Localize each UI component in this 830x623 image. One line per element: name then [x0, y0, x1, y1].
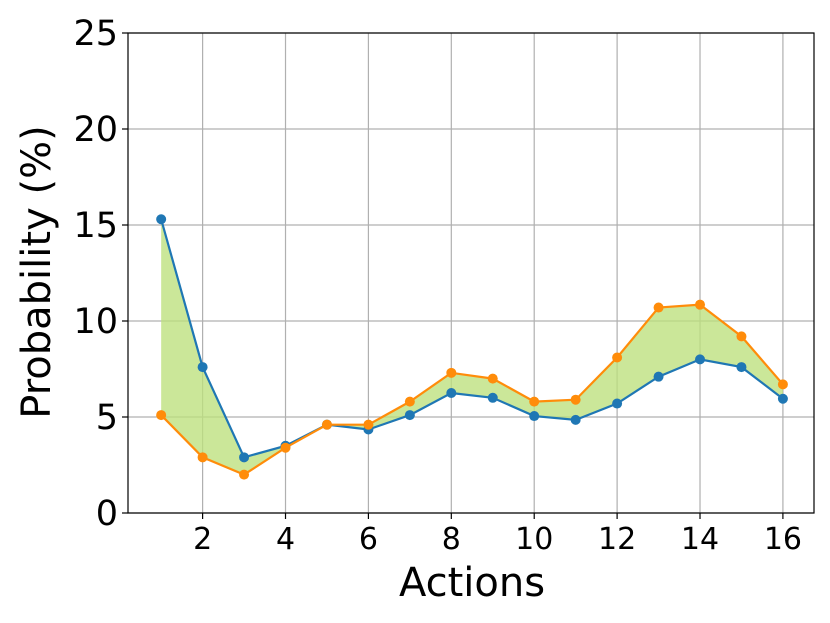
x-axis-label: Actions	[399, 560, 545, 606]
x-tick-label: 10	[515, 522, 553, 557]
series-0-point	[197, 362, 208, 373]
series-0-point	[529, 411, 540, 422]
series-lines	[156, 214, 788, 480]
fill-between-area	[161, 219, 783, 475]
series-1-point	[363, 419, 374, 430]
series-0-point	[570, 414, 581, 425]
series-0-point	[653, 371, 664, 382]
series-1-point	[446, 367, 457, 378]
series-0-point	[777, 393, 788, 404]
series-1-point	[487, 373, 498, 384]
axis-ticks: 2 4 6 8 10 12 14 16 0 5 10 15 20 25	[73, 14, 802, 557]
series-0-point	[239, 452, 250, 463]
series-1-point	[404, 396, 415, 407]
plot-border	[127, 32, 815, 514]
series-1-point	[239, 469, 250, 480]
series-1-point	[653, 302, 664, 313]
series-1-line	[160, 303, 784, 476]
x-tick-label: 16	[764, 522, 802, 557]
plot-frame	[127, 32, 815, 514]
series-1-point	[197, 452, 208, 463]
series-1-point	[280, 442, 291, 453]
x-tick-label: 12	[598, 522, 636, 557]
x-tick-label: 2	[193, 522, 212, 557]
series-0-point	[612, 398, 623, 409]
series-1-point	[777, 379, 788, 390]
fill-between-region	[161, 219, 783, 475]
series-1-point	[695, 299, 706, 310]
y-tick-label: 10	[73, 302, 118, 342]
series-1-point	[529, 396, 540, 407]
x-tick-label: 4	[276, 522, 295, 557]
x-tick-label: 14	[681, 522, 719, 557]
series-0-point	[156, 214, 167, 225]
series-0-line	[160, 218, 784, 459]
y-tick-label: 0	[96, 494, 118, 534]
x-tick-label: 6	[359, 522, 378, 557]
series-0-point	[446, 388, 457, 398]
y-tick-label: 25	[73, 14, 118, 54]
y-axis-label: Probability (%)	[14, 125, 60, 418]
series-1-point	[570, 394, 581, 405]
y-tick-label: 5	[96, 398, 118, 438]
series-0-point	[404, 410, 415, 421]
series-0-point	[487, 392, 498, 403]
series-0-point	[695, 354, 706, 365]
series-1-point	[612, 352, 623, 363]
series-1-point	[321, 419, 332, 430]
series-0-point	[736, 362, 747, 373]
y-tick-label: 20	[73, 110, 118, 150]
series-1-point	[156, 410, 167, 421]
x-tick-label: 8	[442, 522, 461, 557]
y-tick-label: 15	[73, 206, 118, 246]
series-1-point	[736, 331, 747, 342]
